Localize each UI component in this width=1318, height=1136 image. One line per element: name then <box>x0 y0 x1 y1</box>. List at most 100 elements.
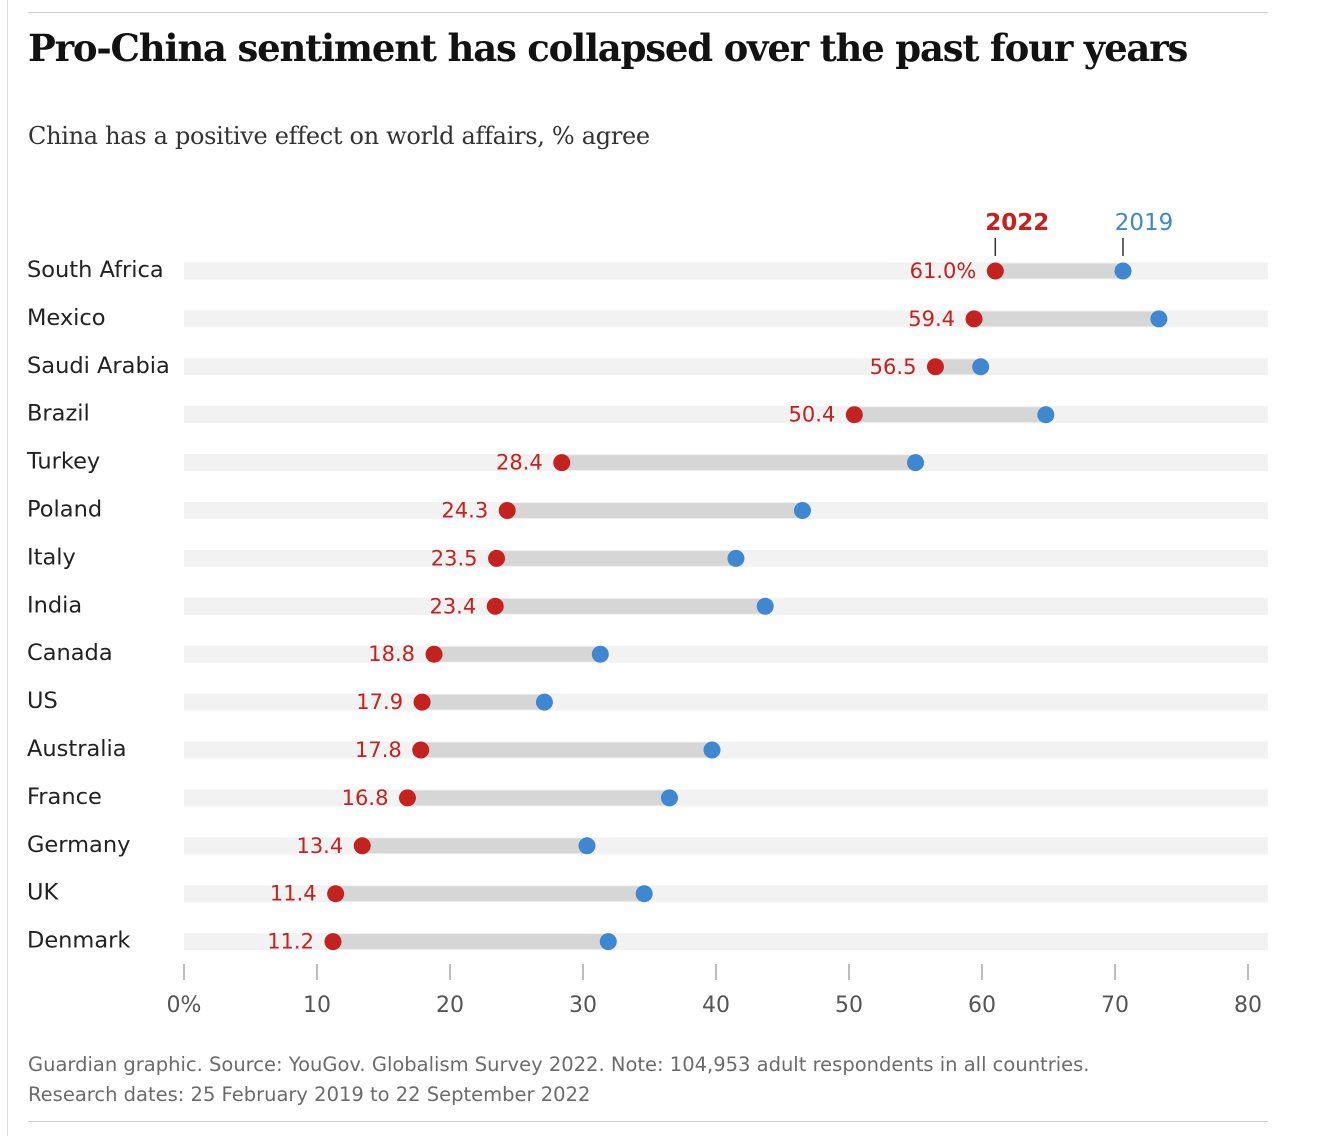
row-south-africa: South Africa 61.0% <box>27 257 1268 283</box>
row-poland: Poland 24.3 <box>27 497 1268 523</box>
range-bar-italy <box>496 550 736 566</box>
category-label: Denmark <box>27 928 130 954</box>
dot-2019-italy <box>727 549 745 567</box>
range-bar-australia <box>420 742 713 758</box>
legend-2019: 2019 <box>1115 210 1174 236</box>
range-bar-saudi-arabia <box>935 359 981 375</box>
dot-2022-canada <box>425 645 443 663</box>
x-tick-label: 0% <box>167 993 202 1018</box>
range-bar-turkey <box>561 455 916 471</box>
range-bar-france <box>407 790 670 806</box>
category-label: France <box>27 784 102 810</box>
dot-2022-germany <box>353 837 371 855</box>
data-label-2022: 59.4 <box>908 307 955 331</box>
range-bar-germany <box>362 838 587 854</box>
dot-2019-turkey <box>907 454 924 472</box>
row-india: India 23.4 <box>27 592 1268 618</box>
dot-2022-india <box>486 597 504 615</box>
dot-2019-france <box>660 789 678 807</box>
category-label: Brazil <box>27 401 90 427</box>
category-label: US <box>27 688 58 714</box>
left-rule <box>7 0 8 1136</box>
x-tick-label: 40 <box>702 993 730 1018</box>
footnote-source: Guardian graphic. Source: YouGov. Global… <box>28 1053 1090 1076</box>
chart-subtitle: China has a positive effect on world aff… <box>28 122 650 150</box>
dot-2019-india <box>756 597 774 615</box>
x-tick-label: 60 <box>968 993 996 1018</box>
dot-2019-poland <box>793 502 811 519</box>
x-tick-label: 10 <box>303 993 331 1018</box>
category-label: Turkey <box>26 449 100 475</box>
range-bar-mexico <box>974 311 1159 327</box>
dot-2019-south-africa <box>1114 262 1132 280</box>
footnote: Guardian graphic. Source: YouGov. Global… <box>28 1050 1089 1110</box>
range-bar-india <box>495 598 766 614</box>
legend-2022: 2022 <box>985 210 1049 236</box>
dot-2022-australia <box>412 741 430 759</box>
category-label: Australia <box>27 736 127 762</box>
range-bar-south-africa <box>995 263 1123 279</box>
range-bar-denmark <box>332 934 609 950</box>
track-germany <box>184 837 1268 855</box>
dot-2019-uk <box>635 885 653 903</box>
track-canada <box>184 645 1268 663</box>
dot-2019-us <box>535 693 553 711</box>
row-italy: Italy 23.5 <box>27 544 1268 570</box>
category-label: India <box>27 592 82 618</box>
range-bar-poland <box>507 503 803 518</box>
row-australia: Australia 17.8 <box>27 736 1268 762</box>
row-canada: Canada 18.8 <box>27 640 1268 666</box>
dumbbell-chart: South Africa 61.0% Mexico 59.4 Saudi Arabia 5… <box>26 210 1268 1018</box>
row-germany: Germany 13.4 <box>27 832 1268 858</box>
track-brazil <box>184 406 1268 424</box>
data-label-2022: 16.8 <box>342 786 389 810</box>
data-label-2022: 11.2 <box>267 930 314 954</box>
dot-2019-australia <box>703 741 721 759</box>
range-bar-brazil <box>854 407 1046 423</box>
row-denmark: Denmark 11.2 <box>27 928 1268 954</box>
x-tick-label: 70 <box>1101 993 1129 1018</box>
data-label-2022: 23.5 <box>431 546 478 570</box>
dot-2019-saudi-arabia <box>972 358 990 376</box>
row-turkey: Turkey 28.4 <box>26 449 1268 475</box>
category-label: Germany <box>27 832 130 858</box>
range-bar-uk <box>335 886 645 902</box>
track-us <box>184 693 1268 711</box>
data-label-2022: 18.8 <box>368 642 415 666</box>
dot-2022-saudi-arabia <box>926 358 944 376</box>
data-label-2022: 23.4 <box>429 594 476 618</box>
dot-2022-italy <box>488 549 506 567</box>
row-uk: UK 11.4 <box>27 880 1268 906</box>
data-label-2022: 11.4 <box>270 882 317 906</box>
category-label: Canada <box>27 640 113 666</box>
data-label-2022: 13.4 <box>296 834 343 858</box>
data-label-2022: 28.4 <box>496 451 543 475</box>
bottom-rule <box>28 1121 1268 1122</box>
category-label: Saudi Arabia <box>27 353 170 379</box>
data-label-2022: 56.5 <box>870 355 917 379</box>
data-label-2022: 24.3 <box>441 499 488 523</box>
row-mexico: Mexico 59.4 <box>27 305 1268 331</box>
data-label-2022: 61.0% <box>910 259 977 283</box>
dot-2019-brazil <box>1037 406 1055 424</box>
chart-title: Pro-China sentiment has collapsed over t… <box>28 26 1188 70</box>
category-label: Poland <box>27 497 102 523</box>
row-brazil: Brazil 50.4 <box>27 401 1268 427</box>
dot-2019-germany <box>578 837 596 855</box>
x-tick-label: 20 <box>436 993 464 1018</box>
dot-2022-turkey <box>553 454 571 472</box>
data-label-2022: 17.9 <box>356 690 403 714</box>
dot-2022-us <box>413 693 431 711</box>
footnote-dates: Research dates: 25 February 2019 to 22 S… <box>28 1083 591 1106</box>
x-tick-label: 80 <box>1234 993 1262 1018</box>
dot-2022-poland <box>498 502 516 519</box>
category-label: UK <box>27 880 59 906</box>
dot-2022-brazil <box>845 406 863 424</box>
category-label: South Africa <box>27 257 164 283</box>
row-saudi-arabia: Saudi Arabia 56.5 <box>27 353 1268 379</box>
x-tick-label: 50 <box>835 993 863 1018</box>
category-label: Mexico <box>27 305 106 331</box>
x-tick-label: 30 <box>569 993 597 1018</box>
data-label-2022: 50.4 <box>789 403 836 427</box>
dot-2022-uk <box>327 885 345 903</box>
